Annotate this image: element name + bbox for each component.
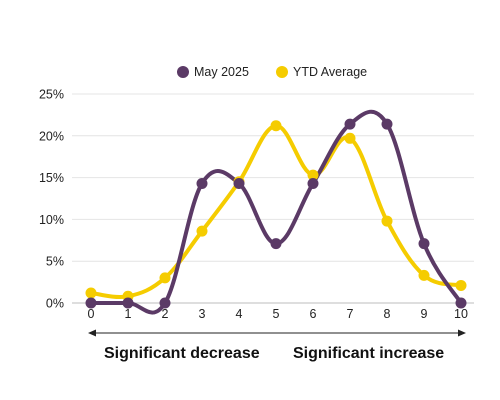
x-tick-label: 9 xyxy=(421,307,428,321)
data-point-ytd-average xyxy=(196,225,208,237)
x-tick-label: 1 xyxy=(125,307,132,321)
x-tick-label: 0 xyxy=(88,307,95,321)
series-lines xyxy=(89,109,463,315)
x-tick-label: 6 xyxy=(310,307,317,321)
legend-marker-ytd-average xyxy=(276,66,288,78)
y-tick-label: 25% xyxy=(39,88,64,102)
x-tick-label: 5 xyxy=(273,307,280,321)
data-point-ytd-average xyxy=(270,120,282,132)
data-point-may-2025 xyxy=(270,238,282,250)
legend-label-ytd-average: YTD Average xyxy=(293,65,367,79)
y-tick-label: 10% xyxy=(39,213,64,227)
x-tick-label: 2 xyxy=(162,307,169,321)
gridlines xyxy=(72,93,474,304)
x-tick-label: 8 xyxy=(384,307,391,321)
data-point-may-2025 xyxy=(196,177,208,189)
y-axis-tick-labels: 0% 5% 10% 15% 20% 25% xyxy=(39,88,64,311)
arrow-right-icon xyxy=(458,329,466,337)
x-tick-label: 7 xyxy=(347,307,354,321)
significant-decrease-label: Significant decrease xyxy=(104,345,260,362)
data-point-ytd-average xyxy=(455,279,467,291)
x-axis-tick-labels: 0 1 2 3 4 5 6 7 8 9 10 xyxy=(88,307,468,321)
data-point-ytd-average xyxy=(344,132,356,144)
data-point-may-2025 xyxy=(344,118,356,130)
data-point-may-2025 xyxy=(233,177,245,189)
data-point-may-2025 xyxy=(307,177,319,189)
legend-marker-may-2025 xyxy=(177,66,189,78)
data-point-may-2025 xyxy=(122,297,134,309)
data-point-may-2025 xyxy=(418,238,430,250)
series-line-ytd-average xyxy=(89,123,463,300)
series-line-may-2025 xyxy=(89,109,463,315)
arrow-left-icon xyxy=(88,329,96,337)
y-tick-label: 15% xyxy=(39,171,64,185)
significant-increase-label: Significant increase xyxy=(293,345,444,362)
data-point-may-2025 xyxy=(159,297,171,309)
legend: May 2025 YTD Average xyxy=(177,65,367,79)
x-tick-label: 3 xyxy=(199,307,206,321)
x-tick-label: 4 xyxy=(236,307,243,321)
y-tick-label: 20% xyxy=(39,129,64,143)
range-arrow xyxy=(88,329,466,337)
data-point-ytd-average xyxy=(307,169,319,181)
data-point-ytd-average xyxy=(381,215,393,227)
y-tick-label: 5% xyxy=(46,255,64,269)
data-point-may-2025 xyxy=(381,118,393,130)
legend-label-may-2025: May 2025 xyxy=(194,65,249,79)
data-point-ytd-average xyxy=(159,272,171,284)
data-point-ytd-average xyxy=(418,269,430,281)
data-point-may-2025 xyxy=(455,297,467,309)
series-points xyxy=(85,118,467,309)
data-point-may-2025 xyxy=(85,297,97,309)
x-tick-label: 10 xyxy=(454,307,468,321)
data-point-ytd-average xyxy=(85,287,97,299)
y-tick-label: 0% xyxy=(46,297,64,311)
